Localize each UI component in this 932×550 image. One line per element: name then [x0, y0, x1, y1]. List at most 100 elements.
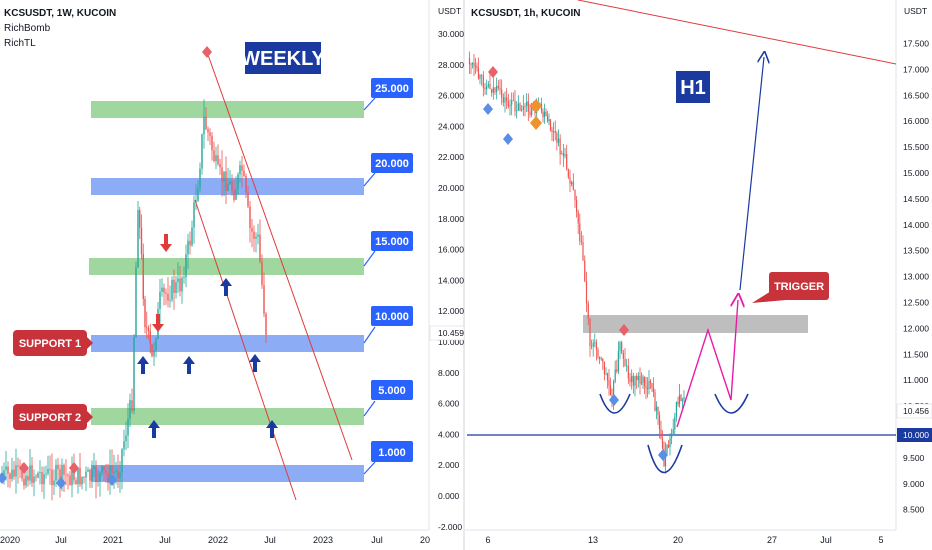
svg-text:SUPPORT 2: SUPPORT 2: [19, 412, 81, 424]
candle-body: [468, 58, 471, 64]
candle-body: [580, 240, 582, 242]
up-arrow-icon: [266, 420, 278, 438]
candle-body: [669, 437, 671, 448]
candle-body: [235, 188, 237, 200]
weekly-x-tick-label: Jul: [159, 535, 171, 545]
candle-body: [664, 453, 667, 467]
diamond-marker-icon: [107, 474, 117, 486]
candle-body: [33, 476, 35, 483]
candle-body: [649, 380, 652, 384]
candle-body: [163, 287, 165, 293]
h1-time-scale: 6 13 20 27 Jul 5: [485, 535, 883, 545]
candle-body: [549, 119, 552, 131]
zone-callout-10: 10.000: [363, 306, 413, 344]
h1-y-tick-label: 13.500: [903, 246, 929, 256]
candle-body: [153, 350, 155, 357]
candle-body: [594, 342, 596, 344]
candle-body: [140, 227, 143, 255]
candle-body: [139, 210, 141, 228]
h1-y-tick-label: 14.500: [903, 194, 929, 204]
candle-body: [567, 169, 569, 178]
candle-body: [655, 407, 658, 411]
weekly-y-tick-label: 16.000: [438, 245, 464, 255]
candle-body: [587, 303, 589, 319]
h1-y-tick-label: 14.000: [903, 220, 929, 230]
candle-body: [81, 477, 83, 485]
candle-body: [548, 119, 550, 122]
candle-body: [545, 111, 547, 116]
h1-y-tick-label: 17.500: [903, 39, 929, 49]
candle-body: [55, 464, 57, 481]
candle-body: [571, 181, 573, 185]
candle-body: [13, 469, 15, 477]
up-arrow-icon: [220, 278, 232, 296]
candle-body: [197, 188, 199, 201]
candle-body: [627, 365, 629, 379]
candle-body: [93, 466, 95, 469]
candle-body: [566, 153, 568, 170]
candle-body: [167, 293, 169, 301]
candle-body: [512, 100, 514, 102]
diamond-marker-icon: [488, 66, 498, 78]
svg-text:10.000: 10.000: [375, 311, 409, 323]
candle-body: [7, 466, 9, 474]
candle-body: [115, 470, 117, 472]
h1-y-tick-label: 11.000: [903, 375, 929, 385]
candle-body: [171, 279, 173, 300]
candle-body: [255, 236, 257, 239]
candle-body: [574, 189, 576, 201]
candle-body: [213, 150, 215, 162]
candle-body: [191, 227, 193, 246]
candle-body: [21, 468, 23, 479]
candle-body: [680, 395, 682, 401]
svg-text:10.459: 10.459: [438, 328, 464, 338]
candle-body: [476, 66, 478, 69]
cup-shape-icon: [599, 393, 631, 414]
candle-body: [215, 155, 217, 162]
diamond-marker-icon: [530, 99, 542, 113]
candle-body: [648, 380, 650, 390]
candle-body: [519, 103, 521, 111]
candle-body: [225, 171, 227, 191]
h1-level-tag: 10.000: [897, 428, 932, 442]
up-arrow-icon: [137, 356, 149, 374]
weekly-symbol-header: KCSUSDT, 1W, KUCOIN: [4, 8, 116, 19]
h1-x-tick-label: 20: [673, 535, 683, 545]
candle-body: [629, 378, 631, 383]
candle-body: [243, 170, 245, 176]
candle-body: [201, 134, 203, 169]
candle-body: [527, 101, 529, 112]
weekly-x-tick-label: 20: [420, 535, 430, 545]
h1-currency-label: USDT: [904, 6, 927, 16]
weekly-time-scale: 2020 Jul 2021 Jul 2022 Jul 2023 Jul 20: [0, 535, 430, 545]
weekly-y-tick-label: 0.000: [438, 491, 460, 501]
trigger-label: TRIGGER: [752, 272, 829, 303]
candle-body: [572, 181, 574, 190]
h1-y-tick-label: 9.500: [903, 453, 925, 463]
candle-body: [639, 375, 641, 384]
candle-body: [177, 278, 179, 283]
weekly-currency-label: USDT: [438, 6, 461, 16]
candle-body: [85, 471, 87, 478]
candle-body: [29, 465, 31, 481]
candle-body: [105, 470, 107, 474]
candle-body: [554, 131, 556, 133]
candle-body: [496, 85, 498, 93]
candle-body: [600, 358, 602, 360]
h1-x-tick-label: 13: [588, 535, 598, 545]
candle-body: [511, 100, 513, 105]
candle-body: [606, 373, 609, 381]
candle-body: [651, 383, 653, 388]
candle-body: [227, 184, 229, 191]
h1-y-tick-label: 11.500: [903, 349, 929, 359]
weekly-y-tick-label: 10.000: [438, 337, 464, 347]
candle-body: [657, 407, 659, 416]
candle-body: [497, 85, 499, 88]
zone-5: [91, 408, 364, 425]
candle-body: [614, 369, 616, 382]
weekly-x-tick-label: Jul: [264, 535, 276, 545]
candle-body: [146, 327, 148, 329]
weekly-x-tick-label: 2023: [313, 535, 333, 545]
diamond-marker-icon: [56, 477, 66, 489]
candle-body: [579, 223, 581, 241]
